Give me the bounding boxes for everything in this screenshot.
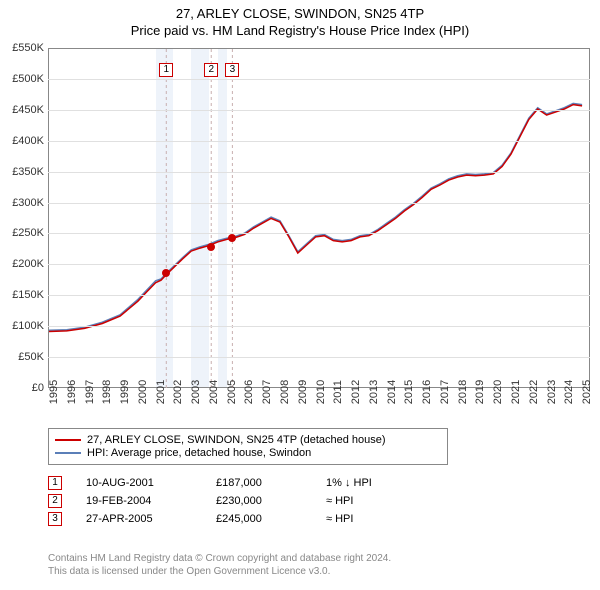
chart-svg — [49, 49, 591, 389]
y-axis-tick-label: £250K — [0, 227, 44, 239]
x-axis-tick-label: 2018 — [457, 380, 469, 404]
x-axis-tick-label: 2008 — [279, 380, 291, 404]
header: 27, ARLEY CLOSE, SWINDON, SN25 4TP Price… — [0, 0, 600, 42]
chart-gridline-horizontal — [48, 141, 590, 142]
chart-gridline-horizontal — [48, 79, 590, 80]
x-axis-tick-label: 2013 — [368, 380, 380, 404]
chart-gridline-horizontal — [48, 357, 590, 358]
y-axis-tick-label: £50K — [0, 351, 44, 363]
y-axis-tick-label: £300K — [0, 197, 44, 209]
transaction-date: 19-FEB-2004 — [86, 495, 216, 507]
footnote-line-1: Contains HM Land Registry data © Crown c… — [48, 552, 391, 565]
legend-label: HPI: Average price, detached house, Swin… — [87, 447, 311, 459]
x-axis-tick-label: 2016 — [421, 380, 433, 404]
y-axis-tick-label: £450K — [0, 104, 44, 116]
chart-gridline-horizontal — [48, 295, 590, 296]
chart-gridline-horizontal — [48, 264, 590, 265]
y-axis-tick-label: £100K — [0, 320, 44, 332]
x-axis-tick-label: 2017 — [439, 380, 451, 404]
x-axis-tick-label: 1999 — [119, 380, 131, 404]
y-axis-tick-label: £550K — [0, 42, 44, 54]
chart-plot-area: 1 23 — [48, 48, 590, 388]
x-axis-tick-label: 2020 — [492, 380, 504, 404]
x-axis-tick-label: 2014 — [386, 380, 398, 404]
x-axis-tick-label: 2012 — [350, 380, 362, 404]
transaction-price: £230,000 — [216, 495, 326, 507]
chart-gridline-horizontal — [48, 110, 590, 111]
x-axis-tick-label: 2000 — [137, 380, 149, 404]
x-axis-tick-label: 2006 — [243, 380, 255, 404]
x-axis-tick-label: 2025 — [581, 380, 593, 404]
x-axis-tick-label: 2022 — [528, 380, 540, 404]
transaction-marker-box: 3 — [48, 512, 62, 526]
chart-subtitle: Price paid vs. HM Land Registry's House … — [0, 23, 600, 38]
transaction-table: 1 10-AUG-2001£187,0001% ↓ HPI 2 19-FEB-2004… — [48, 472, 426, 530]
y-axis-tick-label: £0 — [0, 382, 44, 394]
x-axis-tick-label: 2005 — [226, 380, 238, 404]
footnote: Contains HM Land Registry data © Crown c… — [48, 552, 391, 578]
transaction-row: 1 10-AUG-2001£187,0001% ↓ HPI — [48, 476, 426, 490]
x-axis-tick-label: 2004 — [208, 380, 220, 404]
chart-gridline-horizontal — [48, 203, 590, 204]
x-axis-tick-label: 2009 — [297, 380, 309, 404]
legend-item: HPI: Average price, detached house, Swin… — [55, 447, 441, 459]
legend-color-swatch — [55, 439, 81, 441]
transaction-row: 2 19-FEB-2004£230,000≈ HPI — [48, 494, 426, 508]
transaction-row: 3 27-APR-2005£245,000≈ HPI — [48, 512, 426, 526]
legend-item: 27, ARLEY CLOSE, SWINDON, SN25 4TP (deta… — [55, 434, 441, 446]
chart-series-price_paid — [49, 105, 582, 332]
chart-data-point-marker — [228, 234, 236, 242]
x-axis-tick-label: 2024 — [563, 380, 575, 404]
chart-marker-label-box: 1 — [159, 63, 173, 77]
transaction-marker-box: 2 — [48, 494, 62, 508]
chart-gridline-horizontal — [48, 326, 590, 327]
transaction-hpi-comparison: ≈ HPI — [326, 513, 426, 525]
x-axis-tick-label: 1996 — [66, 380, 78, 404]
chart-data-point-marker — [162, 269, 170, 277]
transaction-date: 27-APR-2005 — [86, 513, 216, 525]
transaction-hpi-comparison: ≈ HPI — [326, 495, 426, 507]
x-axis-tick-label: 1997 — [84, 380, 96, 404]
x-axis-tick-label: 2002 — [172, 380, 184, 404]
transaction-price: £245,000 — [216, 513, 326, 525]
x-axis-tick-label: 2015 — [403, 380, 415, 404]
x-axis-tick-label: 1995 — [48, 380, 60, 404]
transaction-hpi-comparison: 1% ↓ HPI — [326, 477, 426, 489]
x-axis-tick-label: 2007 — [261, 380, 273, 404]
footnote-line-2: This data is licensed under the Open Gov… — [48, 565, 391, 578]
x-axis-tick-label: 2011 — [332, 380, 344, 404]
transaction-date: 10-AUG-2001 — [86, 477, 216, 489]
chart-container: 27, ARLEY CLOSE, SWINDON, SN25 4TP Price… — [0, 0, 600, 590]
x-axis-tick-label: 2001 — [155, 380, 167, 404]
transaction-price: £187,000 — [216, 477, 326, 489]
x-axis-tick-label: 2023 — [546, 380, 558, 404]
y-axis-tick-label: £500K — [0, 73, 44, 85]
legend-color-swatch — [55, 452, 81, 454]
chart-gridline-horizontal — [48, 172, 590, 173]
legend-label: 27, ARLEY CLOSE, SWINDON, SN25 4TP (deta… — [87, 434, 386, 446]
x-axis-tick-label: 1998 — [101, 380, 113, 404]
chart-gridline-horizontal — [48, 233, 590, 234]
chart-title: 27, ARLEY CLOSE, SWINDON, SN25 4TP — [0, 6, 600, 21]
y-axis-tick-label: £200K — [0, 258, 44, 270]
y-axis-tick-label: £150K — [0, 289, 44, 301]
x-axis-tick-label: 2010 — [315, 380, 327, 404]
x-axis-tick-label: 2019 — [474, 380, 486, 404]
legend-box: 27, ARLEY CLOSE, SWINDON, SN25 4TP (deta… — [48, 428, 448, 465]
x-axis-tick-label: 2003 — [190, 380, 202, 404]
chart-data-point-marker — [207, 243, 215, 251]
y-axis-tick-label: £400K — [0, 135, 44, 147]
chart-marker-label-box: 2 — [204, 63, 218, 77]
x-axis-tick-label: 2021 — [510, 380, 522, 404]
y-axis-tick-label: £350K — [0, 166, 44, 178]
transaction-marker-box: 1 — [48, 476, 62, 490]
chart-marker-label-box: 3 — [225, 63, 239, 77]
